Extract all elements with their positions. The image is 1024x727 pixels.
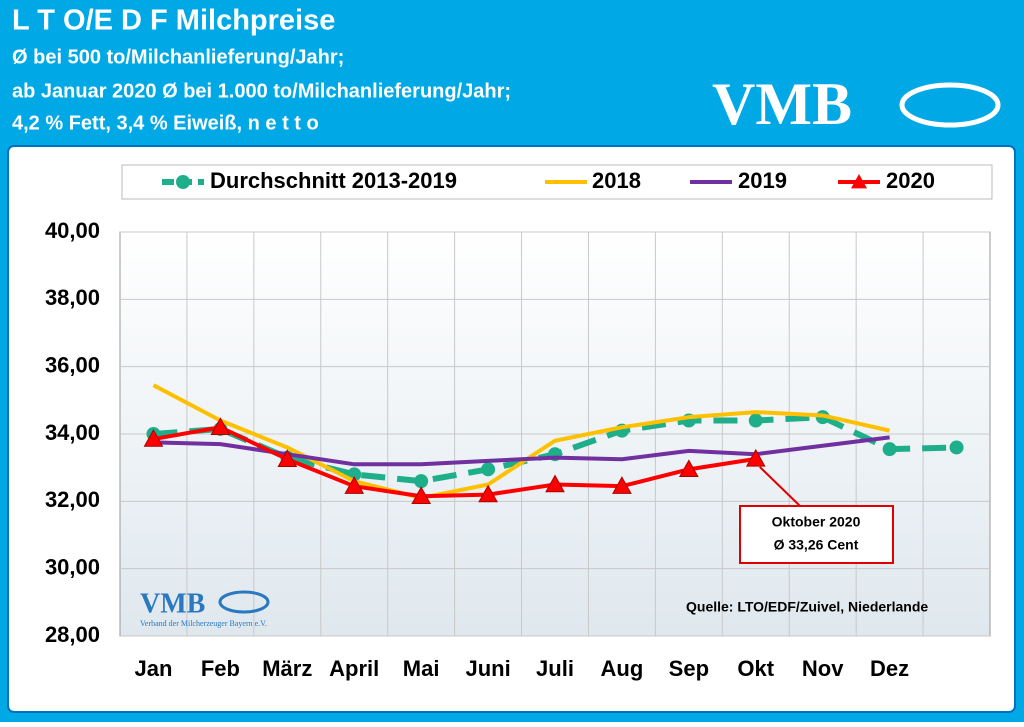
legend-label: 2019 [738, 168, 787, 193]
point [411, 486, 432, 504]
point [210, 417, 231, 435]
subtitle: ab Januar 2020 Ø bei 1.000 to/Milchanlie… [12, 80, 511, 102]
y-tick-label: 36,00 [45, 352, 100, 377]
legend-marker [851, 174, 867, 189]
point [414, 474, 429, 489]
x-tick-label: Aug [601, 656, 644, 681]
point [143, 429, 164, 447]
subtitle: 4,2 % Fett, 3,4 % Eiweiß, n e t t o [12, 112, 319, 134]
point [481, 462, 496, 477]
annotation-pointer [759, 466, 801, 507]
y-tick-label: 32,00 [45, 487, 100, 512]
x-tick-label: März [262, 656, 312, 681]
x-tick-label: Sep [669, 656, 709, 681]
logo-caption: Verband der Milcherzeuger Bayern e.V. [140, 619, 267, 628]
x-tick-label: Dez [870, 656, 909, 681]
series-line [153, 425, 757, 499]
x-tick-label: Juli [536, 656, 574, 681]
point [949, 440, 964, 455]
point [277, 449, 298, 467]
point [612, 476, 632, 494]
logo: VMB [712, 71, 852, 137]
legend-label: 2020 [886, 168, 935, 193]
y-tick-label: 28,00 [45, 622, 100, 647]
y-tick-label: 34,00 [45, 420, 100, 445]
x-tick-label: Okt [737, 656, 774, 681]
point [748, 413, 763, 428]
y-tick-label: 40,00 [45, 218, 100, 243]
x-tick-label: Nov [802, 656, 844, 681]
source: Quelle: LTO/EDF/Zuivel, Niederlande [686, 599, 928, 615]
small-logo-swirl [218, 590, 270, 614]
series-line [152, 383, 891, 500]
x-tick-label: Mai [403, 656, 440, 681]
point [545, 474, 565, 493]
legend-marker [176, 175, 190, 189]
x-tick-label: April [329, 656, 379, 681]
point [882, 442, 897, 457]
point [745, 448, 766, 467]
point [678, 459, 699, 478]
x-tick-label: Jan [135, 656, 173, 681]
subtitle: Ø bei 500 to/Milchanlieferung/Jahr; [12, 46, 344, 68]
small-logo: VMB [140, 588, 205, 619]
x-tick-label: Feb [201, 656, 240, 681]
y-tick-label: 38,00 [45, 285, 100, 310]
point [478, 484, 498, 503]
point [344, 476, 365, 494]
x-tick-label: Juni [465, 656, 510, 681]
annotation-box [739, 505, 894, 564]
title: L T O/E D F Milchpreise [12, 5, 335, 37]
logo-swirl [899, 82, 1001, 128]
y-tick-label: 30,00 [45, 554, 100, 579]
annotation: Oktober 2020 [772, 514, 861, 530]
legend-label: 2018 [592, 168, 641, 193]
annotation: Ø 33,26 Cent [774, 537, 859, 553]
legend-label: Durchschnitt 2013-2019 [210, 168, 457, 193]
